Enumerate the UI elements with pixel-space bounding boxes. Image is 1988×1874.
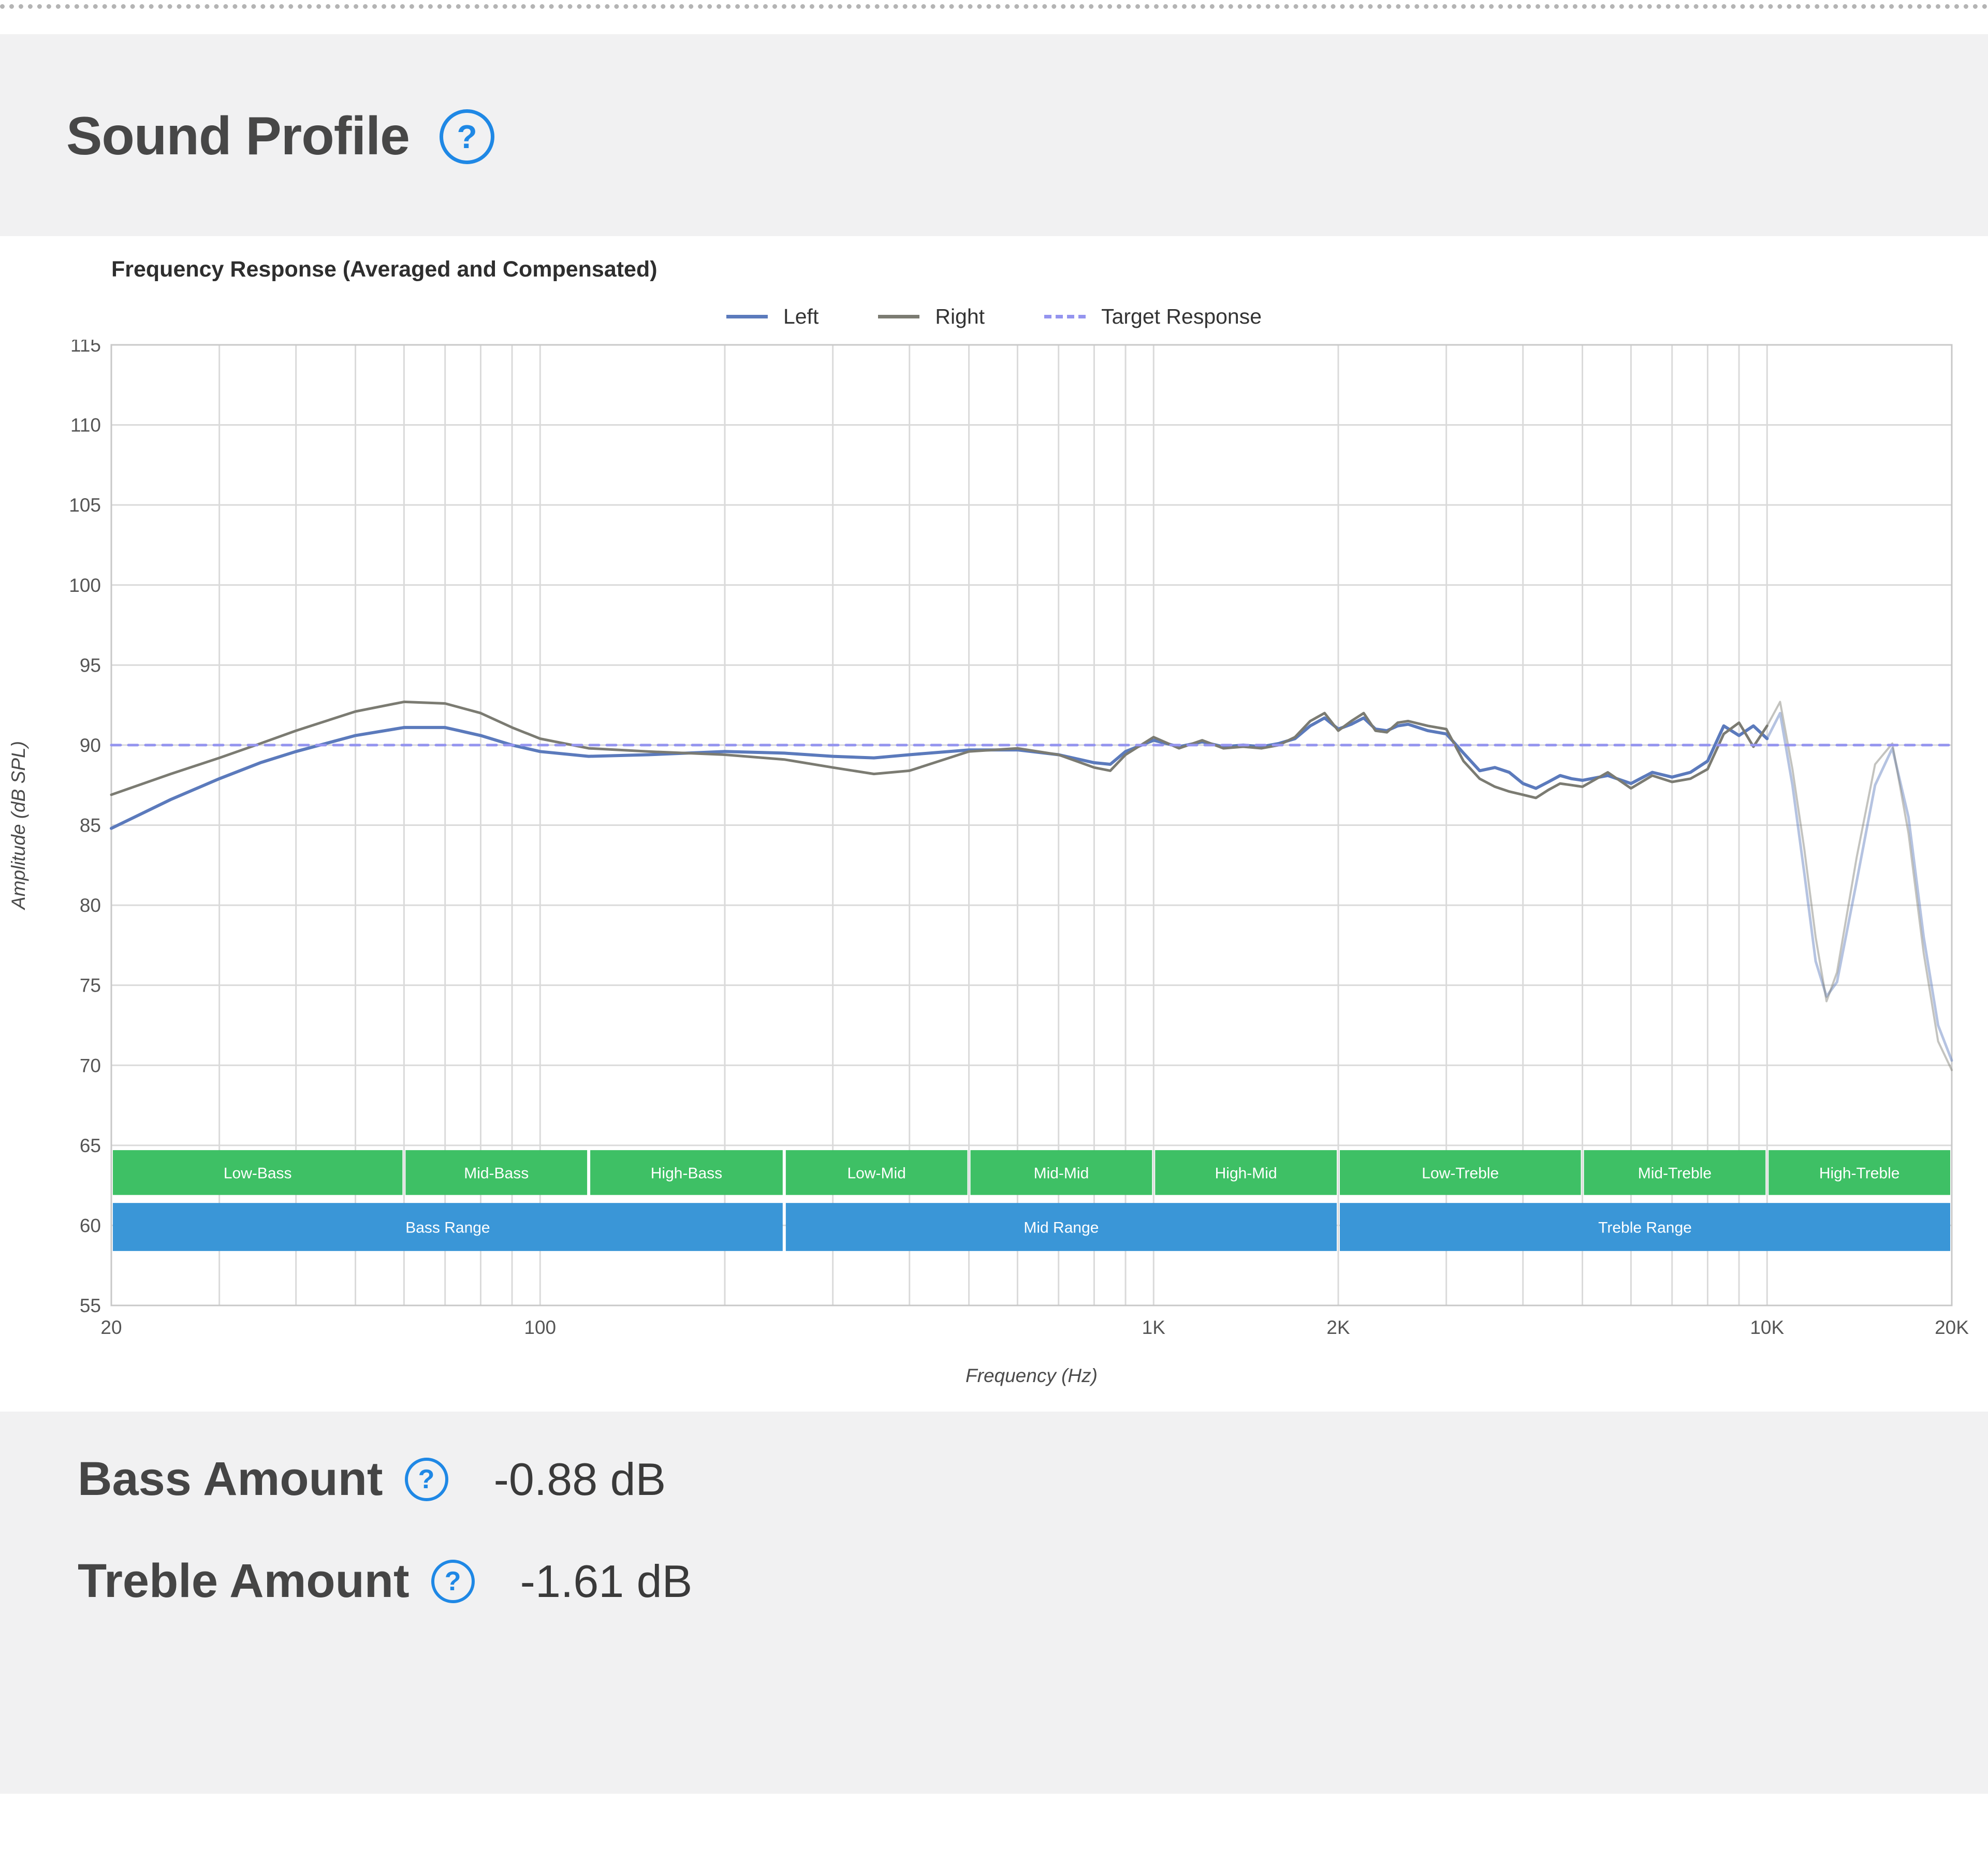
top-dotted-divider: [0, 4, 1988, 9]
band-segment: [1768, 1150, 1950, 1195]
frequency-response-plot: 55 60 65 70 75 80 85 90 95 100 105 110 115 20 100 1K 2K 1…: [0, 340, 1988, 1412]
band-label: High-Bass: [651, 1165, 722, 1182]
band-segment: [1584, 1150, 1766, 1195]
band-label: Mid Range: [1024, 1219, 1099, 1237]
legend-label-right: Right: [935, 304, 985, 328]
band-label: Low-Treble: [1422, 1165, 1499, 1182]
sound-profile-header: Sound Profile ?: [0, 34, 1988, 236]
y-tick-label: 100: [69, 575, 101, 596]
band-segment: [970, 1150, 1152, 1195]
chart-legend: Left Right Target Response: [0, 304, 1988, 329]
help-icon[interactable]: ?: [440, 109, 494, 164]
x-tick-label: 1K: [1142, 1317, 1166, 1338]
series-right: [1766, 701, 1953, 1071]
band-segment: [590, 1150, 783, 1195]
y-tick-label: 55: [80, 1295, 101, 1316]
band-label: Mid-Bass: [464, 1165, 529, 1182]
band-label: High-Treble: [1819, 1165, 1900, 1182]
frequency-response-chart-panel: Frequency Response (Averaged and Compens…: [0, 236, 1988, 1412]
band-segment: [1155, 1150, 1337, 1195]
help-icon[interactable]: ?: [404, 1457, 448, 1501]
band-segment: [405, 1150, 588, 1195]
frequency-response-svg: 55 60 65 70 75 80 85 90 95 100 105 110 115 20 100 1K 2K 1…: [8, 340, 1969, 1386]
legend-item-right: Right: [878, 304, 985, 329]
band-label: Mid-Mid: [1034, 1165, 1089, 1182]
x-tick-label: 100: [524, 1317, 556, 1338]
legend-item-target: Target Response: [1044, 304, 1262, 329]
y-tick-label: 70: [80, 1055, 101, 1076]
legend-swatch-right: [878, 315, 920, 318]
chart-title: Frequency Response (Averaged and Compens…: [111, 257, 657, 282]
band-label: High-Mid: [1215, 1165, 1277, 1182]
y-tick-label: 95: [80, 655, 101, 676]
legend-swatch-target: [1044, 315, 1086, 318]
treble-amount-row: Treble Amount ? -1.61 dB: [78, 1554, 1988, 1608]
y-tick-label: 110: [70, 415, 101, 436]
metric-label: Treble Amount: [78, 1555, 410, 1607]
y-tick-label: 65: [80, 1135, 101, 1156]
y-tick-label: 115: [70, 340, 101, 356]
y-tick-label: 60: [80, 1215, 101, 1236]
x-tick-label: 20K: [1935, 1317, 1969, 1338]
help-icon[interactable]: ?: [431, 1559, 475, 1603]
metric-value: -0.88 dB: [493, 1453, 666, 1505]
band-label: Mid-Treble: [1638, 1165, 1712, 1182]
x-tick-label: 2K: [1326, 1317, 1350, 1338]
y-tick-label: 75: [80, 975, 101, 996]
band-label: Low-Mid: [847, 1165, 906, 1182]
y-axis-label: Amplitude (dB SPL): [8, 741, 29, 910]
legend-label-target: Target Response: [1101, 304, 1262, 328]
metric-label: Bass Amount: [78, 1452, 383, 1505]
legend-swatch-left: [726, 315, 768, 318]
y-tick-label: 105: [69, 495, 101, 516]
band-segment: [1340, 1150, 1581, 1195]
legend-item-left: Left: [726, 304, 818, 329]
series-left: [1765, 711, 1953, 1062]
bass-amount-row: Bass Amount ? -0.88 dB: [78, 1452, 1988, 1506]
legend-label-left: Left: [783, 304, 819, 328]
x-axis-label: Frequency (Hz): [966, 1365, 1098, 1386]
bottom-strip: [0, 1794, 1988, 1871]
y-tick-label: 80: [80, 895, 101, 916]
top-strip: [0, 9, 1988, 34]
y-tick-label: 90: [80, 735, 101, 756]
band-label: Bass Range: [405, 1219, 490, 1237]
page-title: Sound Profile: [66, 106, 410, 166]
band-segment: [113, 1150, 403, 1195]
y-tick-label: 85: [80, 815, 101, 836]
band-segment: [785, 1150, 968, 1195]
x-tick-label: 10K: [1750, 1317, 1784, 1338]
metrics-section: Bass Amount ? -0.88 dB Treble Amount ? -…: [0, 1412, 1988, 1794]
metric-value: -1.61 dB: [520, 1555, 693, 1607]
band-label: Treble Range: [1598, 1219, 1692, 1237]
band-segment: [113, 1203, 783, 1251]
series-left: [110, 716, 1769, 830]
band-segment: [1340, 1203, 1950, 1251]
series-right: [110, 700, 1768, 800]
band-segment: [785, 1203, 1337, 1251]
band-label: Low-Bass: [224, 1165, 292, 1182]
x-tick-label: 20: [100, 1317, 122, 1338]
plot-border: [110, 344, 1953, 1306]
